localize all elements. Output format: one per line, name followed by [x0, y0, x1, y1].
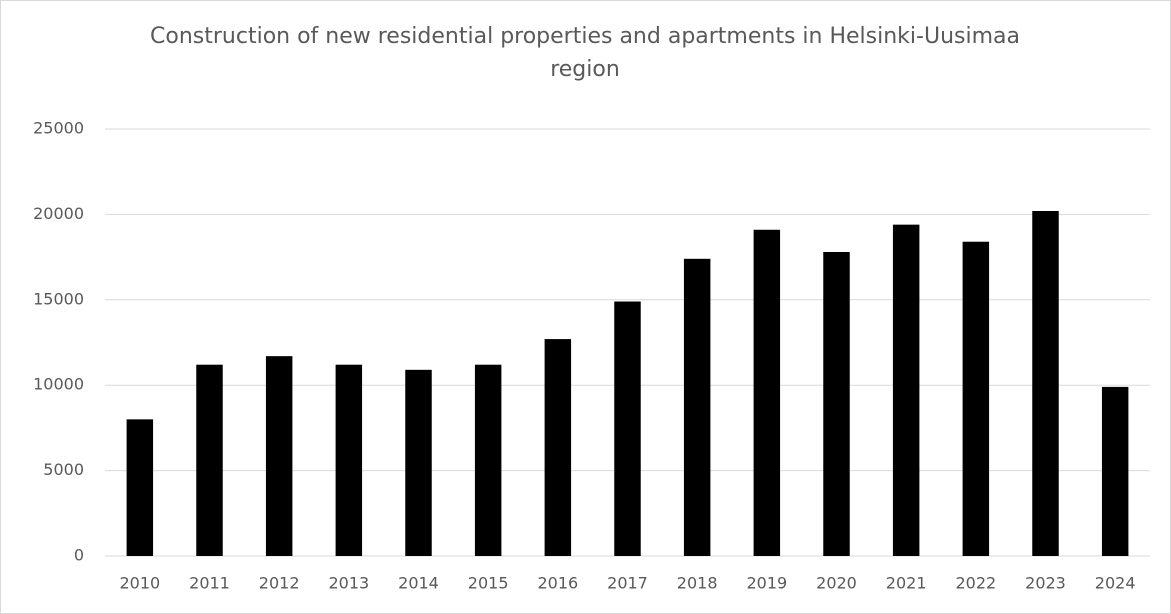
- bar: [753, 229, 781, 556]
- x-tick-label: 2012: [259, 574, 300, 593]
- x-tick-label: 2024: [1095, 574, 1136, 593]
- x-tick-label: 2016: [537, 574, 578, 593]
- bar: [683, 258, 711, 556]
- bar: [614, 301, 641, 556]
- bar: [335, 364, 363, 556]
- bar: [823, 251, 850, 556]
- x-tick-label: 2018: [677, 574, 718, 593]
- x-tick-label: 2010: [119, 574, 160, 593]
- y-tick-label: 5000: [43, 460, 84, 479]
- y-tick-label: 0: [74, 546, 84, 565]
- bar: [1032, 210, 1059, 556]
- bar: [544, 339, 572, 556]
- x-tick-label: 2013: [328, 574, 369, 593]
- bar: [265, 356, 293, 556]
- y-tick-label: 15000: [33, 289, 84, 308]
- x-tick-label: 2022: [955, 574, 996, 593]
- y-tick-label: 10000: [33, 375, 84, 394]
- x-tick-label: 2015: [468, 574, 509, 593]
- x-tick-label: 2021: [886, 574, 927, 593]
- bar: [962, 241, 990, 556]
- bar: [892, 224, 920, 556]
- x-tick-label: 2019: [746, 574, 787, 593]
- x-tick-label: 2020: [816, 574, 857, 593]
- bar: [126, 419, 154, 556]
- chart-title: Construction of new residential properti…: [150, 24, 1020, 82]
- bar: [474, 364, 502, 556]
- x-tick-label: 2011: [189, 574, 230, 593]
- bar: [1101, 386, 1129, 556]
- x-tick-label: 2017: [607, 574, 648, 593]
- bar: [405, 369, 432, 556]
- x-tick-label: 2014: [398, 574, 439, 593]
- x-tick-label: 2023: [1025, 574, 1066, 593]
- y-tick-label: 25000: [33, 119, 84, 138]
- bar: [196, 364, 223, 556]
- y-tick-label: 20000: [33, 204, 84, 223]
